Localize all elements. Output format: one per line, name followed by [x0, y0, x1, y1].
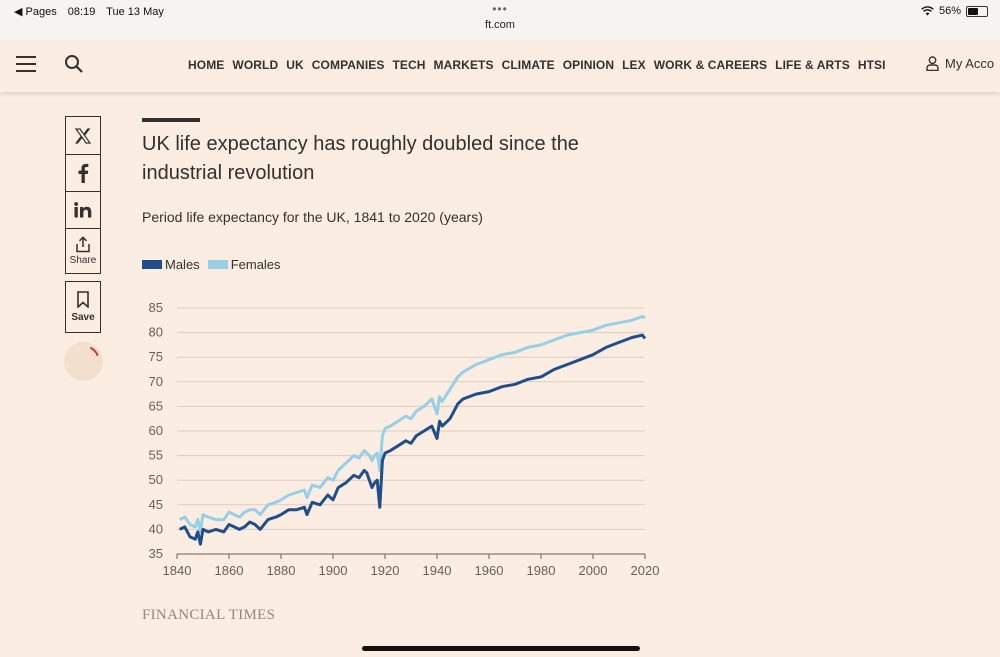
- x-tick-label-1860: 1860: [215, 563, 244, 578]
- ios-status-bar: ◀ Pages 08:19 Tue 13 May ••• ft.com 56%: [0, 0, 1000, 40]
- loading-spinner: [64, 342, 103, 381]
- more-dots-icon[interactable]: •••: [492, 2, 508, 16]
- share-x-button[interactable]: [65, 116, 101, 154]
- legend-label-males: Males: [165, 257, 200, 272]
- nav-companies[interactable]: COMPANIES: [311, 58, 385, 72]
- legend-swatch-males: [142, 260, 162, 269]
- share-label: Share: [69, 255, 97, 266]
- facebook-icon: [78, 163, 89, 183]
- nav-markets[interactable]: MARKETS: [433, 58, 494, 72]
- nav-links: HOME WORLD UK COMPANIES TECH MARKETS CLI…: [188, 58, 886, 72]
- x-tick-label-2000: 2000: [579, 563, 608, 578]
- ft-navigation: HOME WORLD UK COMPANIES TECH MARKETS CLI…: [0, 40, 1000, 92]
- x-tick-label-1900: 1900: [319, 563, 348, 578]
- y-tick-label-55: 55: [149, 448, 163, 463]
- status-left: ◀ Pages 08:19 Tue 13 May: [14, 5, 172, 18]
- share-button[interactable]: Share: [65, 228, 101, 274]
- chart-subtitle: Period life expectancy for the UK, 1841 …: [142, 209, 483, 225]
- battery-percent: 56%: [938, 5, 961, 17]
- nav-climate[interactable]: CLIMATE: [501, 58, 555, 72]
- series-line-females: [178, 314, 646, 534]
- nav-uk[interactable]: UK: [286, 58, 304, 72]
- nav-work-careers[interactable]: WORK & CAREERS: [653, 58, 768, 72]
- title-topline: [142, 118, 200, 122]
- status-right: 56%: [921, 5, 988, 17]
- battery-icon: [966, 5, 988, 17]
- status-time: 08:19: [67, 6, 96, 18]
- share-facebook-button[interactable]: [65, 154, 101, 191]
- life-expectancy-line-chart: 35 40 45 50 55 60 65 70 75 80 85 1840 1860 1880 1900 19…: [149, 300, 660, 578]
- my-account-link[interactable]: My Acco: [926, 56, 994, 71]
- chart-title: UK life expectancy has roughly doubled s…: [142, 133, 579, 184]
- legend-females: Females: [207, 257, 281, 272]
- nav-opinion[interactable]: OPINION: [562, 58, 615, 72]
- nav-world[interactable]: WORLD: [232, 58, 279, 72]
- address-url[interactable]: ft.com: [485, 19, 515, 31]
- menu-icon[interactable]: [16, 56, 36, 74]
- share-linkedin-button[interactable]: [65, 191, 101, 228]
- y-tick-label-75: 75: [149, 349, 163, 364]
- nav-life-arts[interactable]: LIFE & ARTS: [775, 58, 850, 72]
- x-tick-label-1920: 1920: [371, 563, 400, 578]
- user-icon: [926, 56, 939, 71]
- legend-swatch-females: [207, 260, 228, 269]
- bookmark-icon: [77, 291, 89, 308]
- y-tick-label-40: 40: [149, 521, 163, 536]
- my-account-label: My Acco: [945, 56, 995, 71]
- x-tick-label-1940: 1940: [423, 563, 452, 578]
- save-button[interactable]: Save: [65, 281, 101, 333]
- home-indicator[interactable]: [362, 646, 640, 651]
- chart-legend: Males Females: [142, 257, 281, 272]
- status-date: Tue 13 May: [106, 6, 164, 18]
- y-tick-label-80: 80: [149, 325, 163, 340]
- share-icon: [76, 236, 90, 253]
- legend-label-females: Females: [230, 257, 281, 272]
- x-tick-label-1840: 1840: [163, 563, 192, 578]
- share-rail: Share: [65, 116, 101, 274]
- nav-htsi[interactable]: HTSI: [857, 58, 886, 72]
- x-tick-label-1880: 1880: [267, 563, 296, 578]
- save-label: Save: [71, 312, 95, 323]
- spinner-arc-icon: [90, 347, 99, 356]
- series-line-males: [178, 333, 647, 546]
- legend-males: Males: [142, 257, 200, 272]
- x-tick-label-1960: 1960: [475, 563, 504, 578]
- y-tick-label-70: 70: [149, 374, 163, 389]
- wifi-icon: [921, 6, 934, 16]
- x-tick-label-1980: 1980: [527, 563, 556, 578]
- back-to-pages-link[interactable]: ◀ Pages: [14, 6, 57, 18]
- source-credit: FINANCIAL TIMES: [142, 607, 276, 623]
- nav-home[interactable]: HOME: [188, 58, 225, 72]
- nav-lex[interactable]: LEX: [622, 58, 646, 72]
- y-tick-label-60: 60: [149, 423, 163, 438]
- search-icon[interactable]: [64, 54, 84, 74]
- x-tick-label-2020: 2020: [631, 563, 660, 578]
- x-logo-icon: [74, 127, 92, 144]
- nav-tech[interactable]: TECH: [392, 58, 426, 72]
- y-tick-label-50: 50: [149, 472, 163, 487]
- y-tick-label-45: 45: [149, 497, 163, 512]
- y-tick-label-65: 65: [149, 398, 163, 413]
- y-tick-label-85: 85: [149, 300, 163, 315]
- y-tick-label-35: 35: [149, 546, 163, 561]
- linkedin-icon: [74, 202, 92, 218]
